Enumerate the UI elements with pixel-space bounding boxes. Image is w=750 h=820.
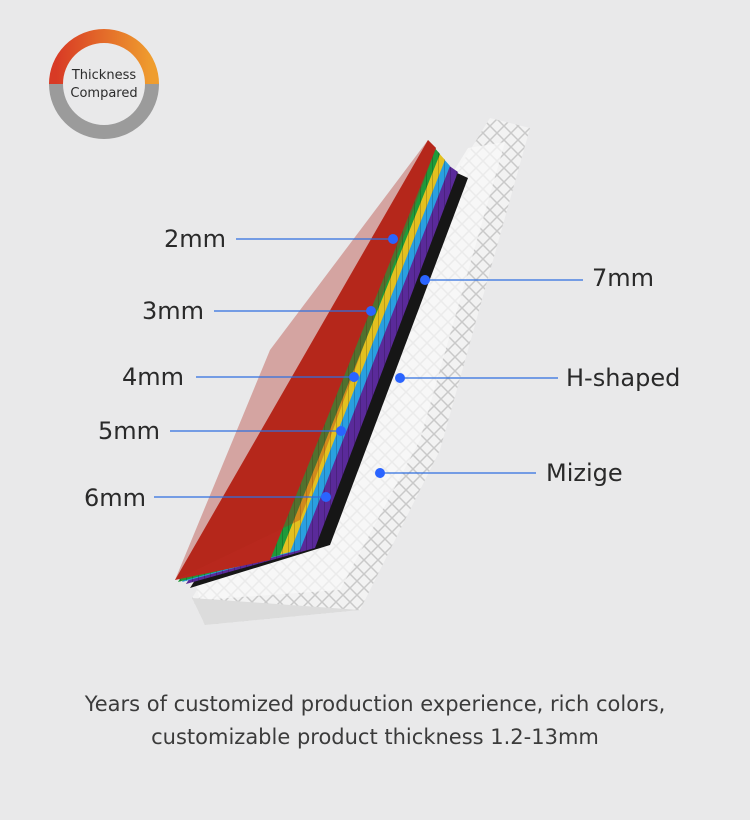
thickness-badge-ring	[49, 29, 159, 139]
caption-line-1: Years of customized production experienc…	[84, 692, 666, 716]
caption-line-2: customizable product thickness 1.2-13mm	[151, 725, 599, 749]
label-2mm: 2mm	[164, 225, 227, 253]
label-3mm: 3mm	[142, 297, 205, 325]
leader-dots	[321, 234, 430, 502]
label-4mm: 4mm	[122, 363, 185, 391]
badge-line-1: Thickness	[71, 68, 137, 83]
leader-lines	[154, 238, 583, 498]
label-h-shaped: H-shaped	[566, 364, 681, 392]
label-5mm: 5mm	[98, 417, 161, 445]
badge-title: Thickness Compared	[62, 67, 146, 103]
label-7mm: 7mm	[592, 264, 655, 292]
red-sheet	[175, 140, 436, 580]
badge-line-2: Compared	[70, 86, 138, 101]
label-mizige: Mizige	[546, 459, 623, 487]
label-6mm: 6mm	[84, 484, 147, 512]
